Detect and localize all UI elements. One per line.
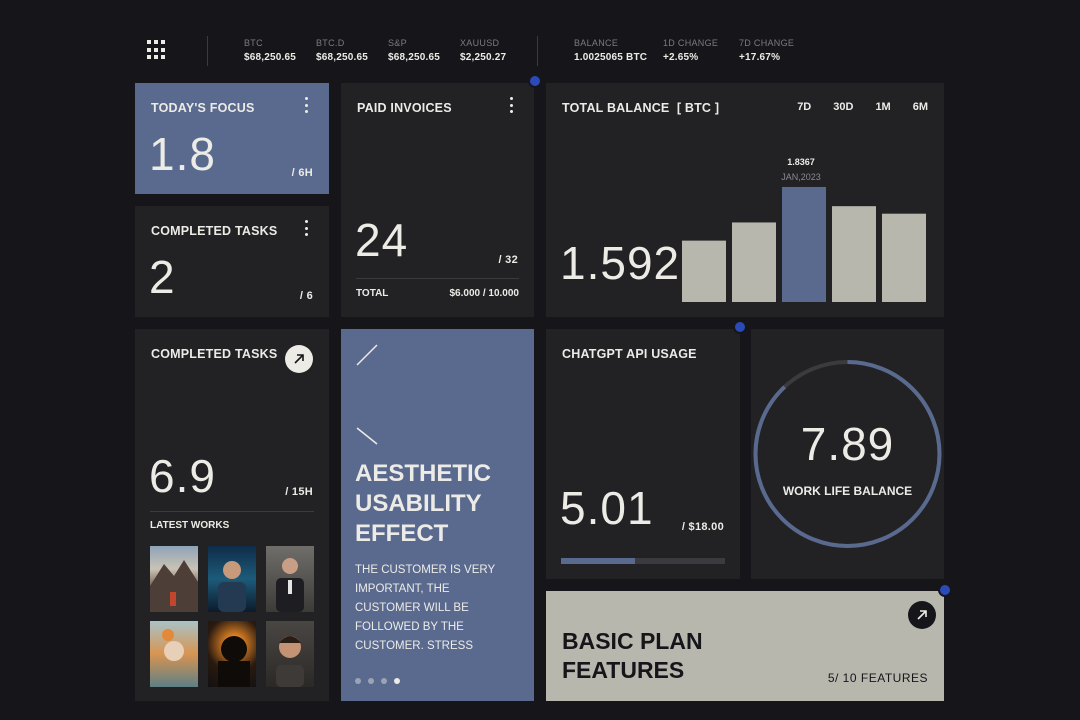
latest-works-label: LATEST WORKS xyxy=(150,520,230,531)
card-body: THE CUSTOMER IS VERY IMPORTANT, THE CUST… xyxy=(355,564,495,652)
more-icon[interactable] xyxy=(305,220,309,236)
usage-progress-fill xyxy=(561,558,635,564)
divider xyxy=(537,36,538,66)
open-arrow-button[interactable] xyxy=(908,601,936,629)
completed-suffix: / 6 xyxy=(299,290,313,302)
tab-6m[interactable]: 6M xyxy=(912,101,928,113)
card-title: CHATGPT API USAGE xyxy=(562,347,697,361)
completed-tasks-large-card[interactable]: COMPLETED TASKS 6.9 / 15H LATEST WORKS xyxy=(135,329,329,701)
portrait-icon xyxy=(162,629,184,661)
total-balance-card: TOTAL BALANCE [ BTC ] 7D 30D 1M 6M 1.592… xyxy=(546,83,944,317)
portrait-icon xyxy=(276,636,304,687)
highlight-value: 1.8367 xyxy=(787,157,815,167)
bar[interactable] xyxy=(682,240,726,302)
features-count: 5/ 10 FEATURES xyxy=(827,671,928,685)
api-usage-value: 5.01 xyxy=(560,482,654,534)
stat-7d-change: 7D CHANGE +17.67% xyxy=(739,38,795,63)
total-value: $6.000 / 10.000 xyxy=(449,288,519,299)
api-usage-card: CHATGPT API USAGE 5.01 / $18.00 xyxy=(546,329,740,579)
work-life-value: 7.89 xyxy=(800,418,895,470)
work-thumbnail-silhouette[interactable] xyxy=(208,621,256,687)
ticker-bar: BTC $68,250.65 BTC.D $68,250.65 S&P $68,… xyxy=(147,36,947,68)
work-thumbnail-suit[interactable] xyxy=(266,546,314,612)
completed-value: 2 xyxy=(149,251,176,303)
card-title: TODAY'S FOCUS xyxy=(151,101,255,115)
pager-dot[interactable] xyxy=(355,678,361,684)
ticker-sp[interactable]: S&P $68,250.65 xyxy=(388,38,441,63)
divider xyxy=(207,36,208,66)
completed-large-suffix: / 15H xyxy=(285,486,313,498)
range-tabs: 7D 30D 1M 6M xyxy=(797,101,928,113)
bar[interactable] xyxy=(832,206,876,302)
tab-1m[interactable]: 1M xyxy=(875,101,891,113)
balance-value: 1.592 xyxy=(560,237,681,289)
balance-bar-chart xyxy=(682,186,926,302)
todays-focus-card[interactable]: TODAY'S FOCUS 1.8 / 6H xyxy=(135,83,329,194)
bar[interactable] xyxy=(782,186,826,302)
card-title: TOTAL BALANCE [ BTC ] xyxy=(562,101,720,115)
more-icon[interactable] xyxy=(510,97,514,113)
stat-balance: BALANCE 1.0025065 BTC xyxy=(574,38,648,63)
more-icon[interactable] xyxy=(305,97,309,113)
portrait-icon xyxy=(276,558,304,612)
divider xyxy=(150,511,314,512)
invoices-value: 24 xyxy=(355,214,409,266)
api-usage-suffix: / $18.00 xyxy=(681,521,724,533)
plan-heading: BASIC PLAN FEATURES xyxy=(562,628,703,683)
card-title: PAID INVOICES xyxy=(357,101,452,115)
focus-value: 1.8 xyxy=(149,128,216,180)
tab-7d[interactable]: 7D xyxy=(797,101,812,113)
work-thumbnail-portrait[interactable] xyxy=(266,621,314,687)
work-thumbnail-mountain[interactable] xyxy=(150,546,198,612)
balance-ring xyxy=(753,360,942,548)
focus-suffix: / 6H xyxy=(291,167,313,179)
ticker-btc[interactable]: BTC $68,250.65 xyxy=(244,38,297,63)
resize-handle[interactable] xyxy=(733,320,747,334)
pager-dot[interactable] xyxy=(381,678,387,684)
mountain-icon xyxy=(150,560,198,612)
arrow-up-right-icon xyxy=(917,610,927,620)
ticker-xauusd[interactable]: XAUUSD $2,250.27 xyxy=(460,38,507,63)
open-arrow-button[interactable] xyxy=(285,345,313,373)
basic-plan-card[interactable]: BASIC PLAN FEATURES 5/ 10 FEATURES xyxy=(546,591,944,701)
bar[interactable] xyxy=(732,222,776,302)
ticker-btc-d[interactable]: BTC.D $68,250.65 xyxy=(316,38,369,63)
pager-dot[interactable] xyxy=(368,678,374,684)
portrait-icon xyxy=(218,561,246,612)
carousel-pager xyxy=(355,678,400,684)
diagonal-line-icon xyxy=(356,427,378,445)
apps-grid-icon[interactable] xyxy=(147,40,167,60)
invoices-suffix: / 32 xyxy=(498,254,518,266)
work-life-label: WORK LIFE BALANCE xyxy=(782,484,913,498)
silhouette-icon xyxy=(218,636,250,687)
usage-progress-bar xyxy=(561,558,725,564)
completed-tasks-card[interactable]: COMPLETED TASKS 2 / 6 xyxy=(135,206,329,317)
arrow-up-right-icon xyxy=(294,354,304,364)
card-title: COMPLETED TASKS xyxy=(151,224,278,238)
diagonal-line-icon xyxy=(356,344,378,366)
aesthetic-usability-card[interactable]: AESTHETIC USABILITY EFFECT THE CUSTOMER … xyxy=(341,329,534,701)
resize-handle[interactable] xyxy=(528,74,542,88)
divider xyxy=(356,278,519,279)
work-thumbnail-cyber[interactable] xyxy=(208,546,256,612)
stat-1d-change: 1D CHANGE +2.65% xyxy=(663,38,719,63)
card-heading: AESTHETIC USABILITY EFFECT xyxy=(355,460,492,547)
card-title: COMPLETED TASKS xyxy=(151,347,278,361)
work-life-balance-card: 7.89 WORK LIFE BALANCE xyxy=(751,329,944,579)
tab-30d[interactable]: 30D xyxy=(833,101,854,113)
resize-handle[interactable] xyxy=(938,583,952,597)
bar[interactable] xyxy=(882,213,926,302)
pager-dot[interactable] xyxy=(394,678,400,684)
completed-large-value: 6.9 xyxy=(149,450,216,502)
total-label: TOTAL xyxy=(356,288,389,299)
paid-invoices-card[interactable]: PAID INVOICES 24 / 32 TOTAL $6.000 / 10.… xyxy=(341,83,534,317)
highlight-date: JAN,2023 xyxy=(781,172,821,182)
work-thumbnail-abstract[interactable] xyxy=(150,621,198,687)
